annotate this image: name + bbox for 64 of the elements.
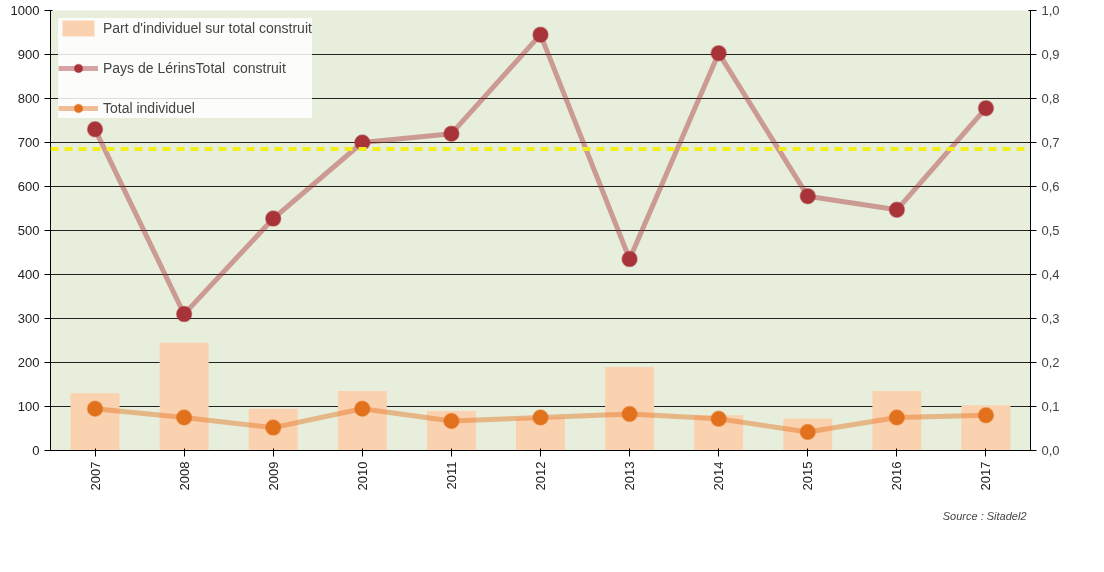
point [354, 400, 371, 417]
bar [516, 417, 565, 451]
x-tick-label: 2010 [354, 461, 370, 491]
x-tick-label: 2011 [443, 461, 459, 490]
bar [159, 342, 209, 451]
point [264, 210, 282, 227]
x-tick-label: 2016 [889, 461, 905, 491]
y-tick-label: 300 [17, 311, 40, 326]
source-note: Source : Sitadel2 [942, 509, 1027, 522]
y2-tick-label: 0,8 [1041, 91, 1060, 106]
y-tick-label: 400 [17, 267, 40, 282]
bar [872, 391, 922, 451]
y-tick-label: 700 [17, 135, 40, 150]
point [175, 305, 193, 323]
point [443, 412, 460, 430]
point [532, 26, 549, 43]
y2-tick-label: 0,4 [1041, 267, 1060, 282]
point [86, 400, 104, 417]
y2-tick-label: 0,1 [1041, 399, 1060, 414]
point [443, 125, 460, 142]
point [621, 250, 638, 268]
y2-tick-label: 0,6 [1041, 179, 1060, 194]
y-tick-label: 800 [17, 91, 40, 106]
x-tick-label: 2014 [711, 461, 727, 491]
y2-tick-label: 0,9 [1041, 47, 1060, 62]
point [532, 409, 549, 426]
y-tick-label: 900 [17, 47, 40, 62]
legend-label: Part d'individuel sur total construit [103, 20, 312, 36]
x-tick-label: 2008 [176, 461, 192, 491]
y2-tick-label: 0,7 [1041, 135, 1060, 150]
bar [70, 393, 120, 451]
bar [694, 415, 744, 451]
y-tick-label: 100 [17, 399, 40, 414]
point [977, 407, 995, 424]
point [175, 409, 193, 426]
y2-tick-label: 1,0 [1041, 3, 1060, 18]
x-tick-label: 2007 [87, 461, 103, 491]
bar [248, 408, 298, 451]
y-tick-label: 0 [32, 443, 40, 458]
bar [337, 391, 387, 451]
x-tick-label: 2015 [800, 461, 816, 491]
x-tick-label: 2013 [622, 461, 638, 491]
y-tick-label: 500 [17, 223, 40, 238]
y2-tick-label: 0,2 [1041, 355, 1060, 370]
y-tick-label: 200 [17, 355, 40, 370]
point [888, 201, 906, 219]
x-tick-label: 2009 [265, 461, 281, 491]
legend-label: Total individuel [103, 100, 195, 116]
bar [961, 405, 1011, 451]
y-tick-label: 1000 [10, 3, 40, 18]
point [621, 405, 638, 423]
x-tick-label: 2012 [533, 461, 548, 491]
x-tick-label: 2017 [978, 461, 994, 491]
point [799, 187, 817, 205]
y2-tick-label: 0,3 [1041, 311, 1060, 326]
point [977, 99, 995, 117]
point [86, 121, 104, 138]
y2-tick-label: 0,0 [1041, 443, 1060, 458]
legend-label: Pays de LérinsTotal construit [103, 60, 286, 76]
y2-tick-label: 0,5 [1041, 223, 1060, 238]
y-tick-label: 600 [17, 179, 40, 194]
bar [605, 366, 655, 451]
point [710, 410, 727, 428]
point [710, 44, 727, 62]
